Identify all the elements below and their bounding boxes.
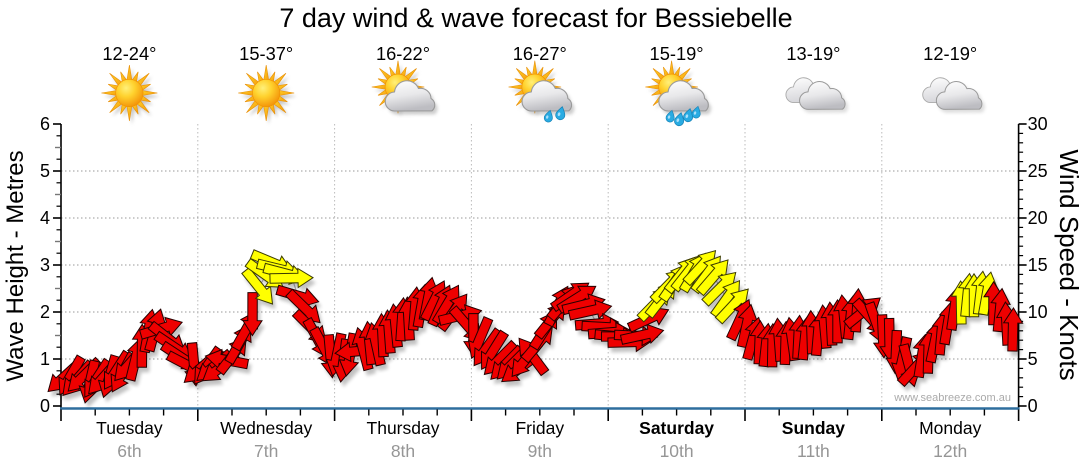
svg-text:0: 0 xyxy=(40,396,50,416)
svg-text:Thursday: Thursday xyxy=(367,418,440,438)
svg-text:www.seabreeze.com.au: www.seabreeze.com.au xyxy=(893,392,1011,404)
svg-text:11th: 11th xyxy=(797,441,830,461)
svg-text:Tuesday: Tuesday xyxy=(96,418,163,438)
svg-text:8th: 8th xyxy=(391,441,415,461)
svg-text:Wednesday: Wednesday xyxy=(220,418,312,438)
svg-text:6: 6 xyxy=(40,114,50,134)
svg-text:Sunday: Sunday xyxy=(782,418,845,438)
svg-text:16-27°: 16-27° xyxy=(513,43,567,64)
svg-text:7th: 7th xyxy=(254,441,278,461)
svg-text:12th: 12th xyxy=(933,441,967,461)
svg-text:10th: 10th xyxy=(660,441,694,461)
svg-text:30: 30 xyxy=(1028,114,1048,134)
svg-text:9th: 9th xyxy=(528,441,552,461)
svg-text:4: 4 xyxy=(40,208,50,228)
svg-text:5: 5 xyxy=(40,161,50,181)
svg-text:13-19°: 13-19° xyxy=(786,43,840,64)
svg-text:Friday: Friday xyxy=(515,418,564,438)
svg-text:Wave Height - Metres: Wave Height - Metres xyxy=(2,150,29,381)
svg-text:3: 3 xyxy=(40,255,50,275)
svg-text:15-37°: 15-37° xyxy=(239,43,293,64)
svg-text:2: 2 xyxy=(40,302,50,322)
svg-text:12-24°: 12-24° xyxy=(102,43,156,64)
svg-text:15-19°: 15-19° xyxy=(650,43,704,64)
svg-text:Wind Speed - Knots: Wind Speed - Knots xyxy=(1054,149,1080,380)
svg-text:0: 0 xyxy=(1028,396,1038,416)
svg-text:12-19°: 12-19° xyxy=(923,43,977,64)
svg-text:20: 20 xyxy=(1028,208,1048,228)
svg-text:25: 25 xyxy=(1028,161,1048,181)
svg-text:6th: 6th xyxy=(117,441,141,461)
svg-text:16-22°: 16-22° xyxy=(376,43,430,64)
svg-text:Monday: Monday xyxy=(919,418,982,438)
svg-text:5: 5 xyxy=(1028,349,1038,369)
svg-text:Saturday: Saturday xyxy=(639,418,714,438)
svg-text:15: 15 xyxy=(1028,255,1048,275)
svg-text:10: 10 xyxy=(1028,302,1048,322)
svg-text:1: 1 xyxy=(40,349,50,369)
